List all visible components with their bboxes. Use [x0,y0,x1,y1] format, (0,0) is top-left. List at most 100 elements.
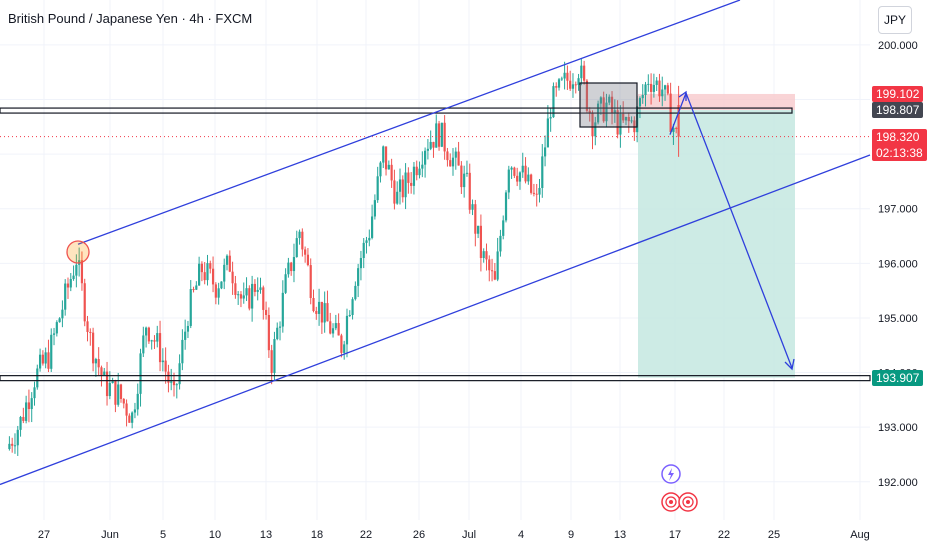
time-axis[interactable]: 27 Jun 5 10 13 18 22 26 Jul 4 9 13 17 22 25 Aug [38,529,870,541]
consolidation-box[interactable] [579,82,638,128]
x-tick-label: 10 [209,529,221,541]
candle-body [315,311,318,314]
candle-body [513,167,516,176]
y-tick-label: 193.000 [878,422,918,434]
candle-body [357,268,360,286]
x-tick-label: 9 [568,529,574,541]
candle-body [530,174,533,193]
candle-body [610,96,614,114]
candle-body [50,334,53,369]
x-tick-label: 4 [518,529,524,541]
projection-arrowhead-down [784,358,795,371]
candle-body [465,172,469,174]
current-price-tag: 198.320 02:13:38 [872,128,927,161]
candle-body [105,371,109,397]
candle-body [47,352,50,369]
candle-body [518,172,522,182]
candle-body [488,259,491,271]
candle-body [131,412,134,423]
symbol-title: British Pound / Japanese Yen · 4h · FXCM [8,11,253,26]
candle-body [27,402,31,410]
currency-button[interactable]: JPY [878,6,912,34]
candle-body [594,122,597,137]
candle-body [652,84,655,92]
candle-body [41,354,44,364]
y-tick-label: 195.000 [878,313,918,325]
candle-body [415,166,418,176]
candle-body [64,283,67,310]
candle-body [424,150,427,165]
channel-lower-line[interactable] [0,154,871,486]
candle-body [223,264,226,282]
candle-body [376,176,379,201]
candle-body [440,122,443,147]
candle-body [198,263,201,286]
economic-event-icon[interactable] [661,492,681,512]
candle-body [278,326,282,328]
channel-upper-line[interactable] [77,0,741,245]
candle-body [463,173,466,188]
economic-event-icon[interactable] [678,492,698,512]
candle-body [588,110,591,114]
candle-body [22,416,25,421]
resistance-line[interactable] [0,107,793,114]
event-markers[interactable] [661,464,698,512]
candle-body [677,104,680,137]
candle-body [200,263,204,273]
candle-body [543,147,547,157]
candle-body [546,118,549,148]
take-profit-zone [638,110,795,378]
candle-body [432,141,435,148]
candle-body [454,151,457,158]
drawing-overlays[interactable] [0,0,871,486]
candle-body [613,110,616,114]
candle-body [510,167,513,170]
candle-body [577,78,580,85]
candle-body [571,84,575,89]
candle-body [538,187,541,195]
candle-body [655,80,658,85]
candle-body [100,367,103,376]
pivot-circle-marker[interactable] [66,240,90,264]
candle-body [44,352,47,364]
candle-body [633,120,636,133]
x-tick-label: 5 [160,529,166,541]
candle-body [16,429,19,446]
candle-body [234,283,237,295]
candle-body [345,315,349,345]
candle-body [387,164,390,170]
candle-body [672,127,675,132]
candle-body [410,182,413,186]
candle-body [167,371,170,383]
candle-body [86,321,89,332]
candle-body [242,295,245,299]
candle-body [627,117,630,122]
candle-body [624,117,628,121]
candle-body [499,235,502,252]
candle-body [320,301,323,323]
candle-body [331,328,335,334]
candle-body [145,327,148,336]
candle-body [460,165,463,188]
candle-body [574,84,577,86]
candle-body [304,249,307,255]
support-line[interactable] [0,375,871,382]
candle-body [8,443,11,450]
candle-body [552,86,555,118]
candle-body [407,172,410,183]
candle-body [164,360,167,372]
candle-body [329,321,332,334]
candle-body [69,279,72,288]
candle-body [675,127,678,129]
candle-body [170,381,173,383]
candle-body [147,327,150,342]
candle-body [527,174,530,182]
candle-body [608,96,611,103]
candle-body [605,102,608,122]
lightning-event-icon[interactable] [661,464,681,484]
candle-body [83,283,86,322]
candle-body [365,240,368,243]
candle-body [225,255,229,265]
candle-body [301,231,304,250]
